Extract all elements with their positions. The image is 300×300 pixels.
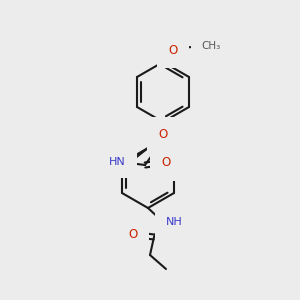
Text: NH: NH [166,217,183,227]
Text: O: O [161,157,171,169]
Text: HN: HN [109,157,126,167]
Text: O: O [168,44,178,56]
Text: O: O [158,128,168,142]
Text: O: O [128,229,138,242]
Text: CH₃: CH₃ [201,41,220,51]
